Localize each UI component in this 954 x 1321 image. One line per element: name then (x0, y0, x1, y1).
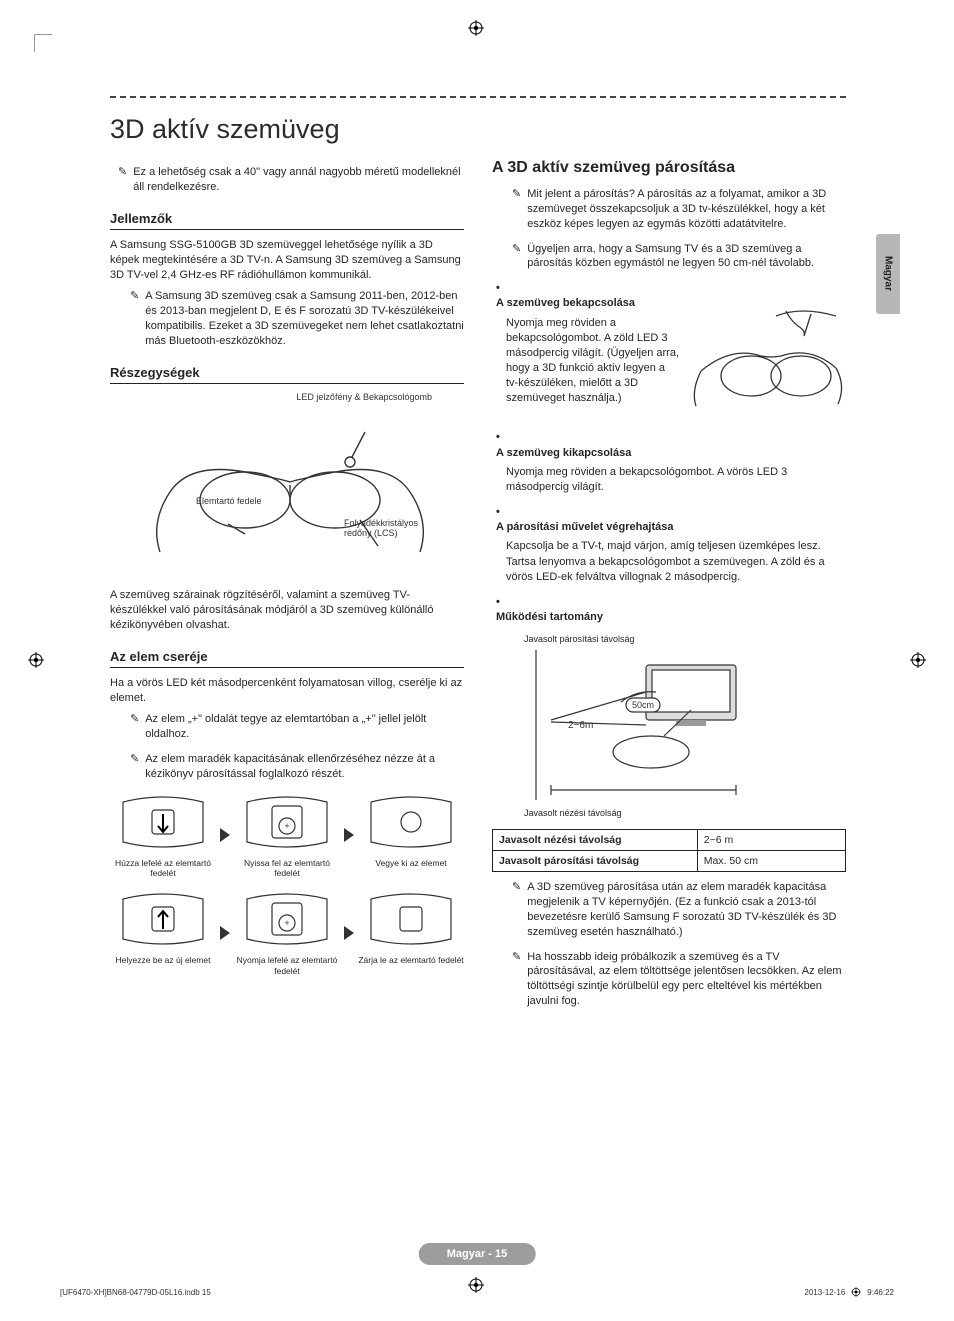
bullet-title: Működési tartomány (496, 610, 846, 625)
note-icon: ✎ (130, 289, 139, 348)
language-tab-label: Magyar (883, 256, 894, 291)
table-row: Javasolt párosítási távolság Max. 50 cm (493, 851, 846, 872)
footer-date: 2013-12-16 (804, 1288, 845, 1297)
table-row: Javasolt nézési távolság 2~6 m (493, 830, 846, 851)
note-icon: ✎ (512, 187, 521, 232)
arrow-icon (344, 889, 354, 976)
range-label-view: 2~6m (568, 720, 593, 731)
note-icon: ✎ (118, 165, 127, 195)
arrow-icon (220, 889, 230, 976)
parts-after-paragraph: A szemüveg szárainak rögzítéséről, valam… (110, 588, 464, 634)
battery-note-2: ✎ Az elem maradék kapacitásának ellenőrz… (130, 752, 464, 782)
battery-step: + Nyomja lefelé az elemtartó fedelét (234, 889, 340, 976)
pairing-heading: A 3D aktív szemüveg párosítása (492, 159, 846, 177)
footer-datetime: 2013-12-16 9:46:22 (804, 1287, 894, 1297)
registration-mark-icon (910, 652, 926, 668)
battery-step: Vegye ki az elemet (358, 792, 464, 879)
table-cell: Javasolt nézési távolság (493, 830, 698, 851)
registration-mark-icon (468, 20, 484, 36)
table-cell: Javasolt párosítási távolság (493, 851, 698, 872)
pairing-note-2: ✎ Ügyeljen arra, hogy a Samsung TV és a … (512, 242, 846, 272)
table-cell: Max. 50 cm (697, 851, 845, 872)
range-label-pair: 50cm (632, 700, 654, 710)
intro-note-text: Ez a lehetőség csak a 40" vagy annál nag… (133, 165, 464, 195)
battery-step-caption: Húzza lefelé az elemtartó fedelét (110, 858, 216, 879)
pairing-note-2-text: Ügyeljen arra, hogy a Samsung TV és a 3D… (527, 242, 846, 272)
note-icon: ✎ (130, 712, 139, 742)
battery-heading: Az elem cseréje (110, 649, 464, 668)
note-icon: ✎ (512, 242, 521, 272)
battery-note-1-text: Az elem „+" oldalát tegye az elemtartóba… (145, 712, 464, 742)
glasses-diagram-icon (150, 422, 430, 572)
arrow-icon (220, 792, 230, 879)
parts-heading: Részegységek (110, 365, 464, 384)
note-icon: ✎ (512, 880, 521, 939)
page-number-pill: Magyar - 15 (419, 1243, 536, 1265)
battery-note-1: ✎ Az elem „+" oldalát tegye az elemtartó… (130, 712, 464, 742)
right-column: A 3D aktív szemüveg párosítása ✎ Mit jel… (492, 159, 846, 1019)
battery-steps-row-2: Helyezze be az új elemet + Nyomja lefelé… (110, 889, 464, 976)
registration-mark-icon (468, 1277, 484, 1293)
after-note-1: ✎ A 3D szemüveg párosítása után az elem … (512, 880, 846, 939)
battery-step: + Nyissa fel az elemtartó fedelét (234, 792, 340, 879)
bullet-power-off: A szemüveg kikapcsolása Nyomja meg rövid… (496, 430, 846, 495)
note-icon: ✎ (512, 950, 521, 1009)
features-paragraph: A Samsung SSG-5100GB 3D szemüveggel lehe… (110, 238, 464, 284)
svg-text:+: + (284, 821, 289, 831)
battery-step: Húzza lefelé az elemtartó fedelét (110, 792, 216, 879)
range-diagram-icon: 2~6m 50cm (496, 650, 796, 800)
battery-step: Zárja le az elemtartó fedelét (358, 889, 464, 976)
range-caption-top: Javasolt párosítási távolság (524, 633, 846, 645)
battery-step-caption: Helyezze be az új elemet (110, 955, 216, 966)
svg-text:+: + (284, 918, 289, 928)
registration-mark-icon (851, 1287, 861, 1297)
bullet-title: A párosítási művelet végrehajtása (496, 520, 846, 535)
battery-step-caption: Nyomja lefelé az elemtartó fedelét (234, 955, 340, 976)
page-title: 3D aktív szemüveg (110, 114, 846, 145)
bullet-pairing-proc: A párosítási művelet végrehajtása Kapcso… (496, 505, 846, 585)
footer-time: 9:46:22 (867, 1288, 894, 1297)
crop-mark (34, 34, 52, 52)
battery-step-caption: Zárja le az elemtartó fedelét (358, 955, 464, 966)
battery-step: Helyezze be az új elemet (110, 889, 216, 976)
battery-steps-row-1: Húzza lefelé az elemtartó fedelét + Nyis… (110, 792, 464, 879)
parts-label-led: LED jelzőfény & Bekapcsológomb (296, 392, 432, 402)
range-caption-bottom: Javasolt nézési távolság (524, 807, 846, 819)
intro-note: ✎ Ez a lehetőség csak a 40" vagy annál n… (118, 165, 464, 195)
battery-step-caption: Vegye ki az elemet (358, 858, 464, 869)
footer-doc-name: [UF6470-XH]BN68-04779D-05L16.indb 15 (60, 1288, 211, 1297)
page-content: 3D aktív szemüveg ✎ Ez a lehetőség csak … (110, 96, 846, 1019)
left-column: ✎ Ez a lehetőség csak a 40" vagy annál n… (110, 159, 464, 1019)
table-cell: 2~6 m (697, 830, 845, 851)
page-number-label: Magyar - 15 (447, 1248, 508, 1260)
pairing-note-1-text: Mit jelent a párosítás? A párosítás az a… (527, 187, 846, 232)
after-note-2-text: Ha hosszabb ideig próbálkozik a szemüveg… (527, 950, 846, 1009)
features-heading: Jellemzők (110, 211, 464, 230)
power-on-diagram-icon (686, 296, 846, 416)
registration-mark-icon (28, 652, 44, 668)
after-note-1-text: A 3D szemüveg párosítása után az elem ma… (527, 880, 846, 939)
bullet-title: A szemüveg kikapcsolása (496, 446, 846, 461)
section-divider (110, 96, 846, 98)
language-tab: Magyar (876, 234, 900, 314)
battery-paragraph: Ha a vörös LED két másodpercenként folya… (110, 676, 464, 706)
battery-note-2-text: Az elem maradék kapacitásának ellenőrzés… (145, 752, 464, 782)
bullet-power-on: A szemüveg bekapcsolása Nyomja meg rövid… (496, 281, 846, 420)
pairing-note-1: ✎ Mit jelent a párosítás? A párosítás az… (512, 187, 846, 232)
bullet-body: Kapcsolja be a TV-t, majd várjon, amíg t… (506, 539, 846, 585)
after-note-2: ✎ Ha hosszabb ideig próbálkozik a szemüv… (512, 950, 846, 1009)
distance-table: Javasolt nézési távolság 2~6 m Javasolt … (492, 829, 846, 872)
features-note-text: A Samsung 3D szemüveg csak a Samsung 201… (145, 289, 464, 348)
features-note: ✎ A Samsung 3D szemüveg csak a Samsung 2… (130, 289, 464, 348)
battery-step-caption: Nyissa fel az elemtartó fedelét (234, 858, 340, 879)
bullet-range: Működési tartomány Javasolt párosítási t… (496, 595, 846, 819)
parts-diagram: LED jelzőfény & Bekapcsológomb Elemtartó… (110, 392, 464, 582)
arrow-icon (344, 792, 354, 879)
bullet-body: Nyomja meg röviden a bekapcsológombot. A… (506, 465, 846, 495)
note-icon: ✎ (130, 752, 139, 782)
